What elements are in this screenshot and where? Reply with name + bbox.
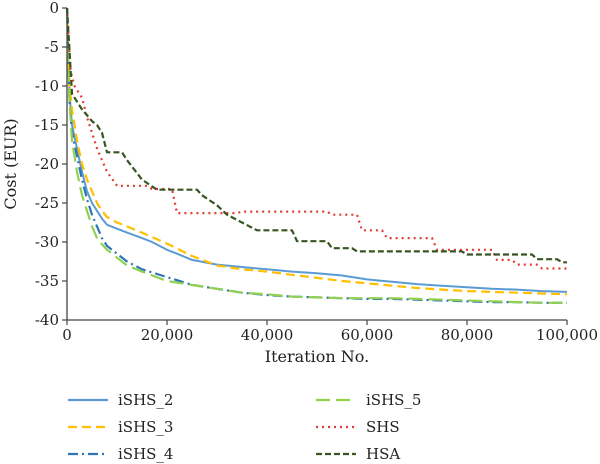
y-ticks: 0 -5 -10 -15 -20 -25 -30 -35 -40 xyxy=(35,0,67,329)
y-tick-label: -25 xyxy=(35,194,59,212)
x-tick-label: 60,000 xyxy=(341,326,394,344)
y-tick-label: -20 xyxy=(35,155,59,173)
legend-label-ishs-3: iSHS_3 xyxy=(118,418,173,436)
y-tick-label: -5 xyxy=(44,38,59,56)
x-tick-label: 100,000 xyxy=(536,326,598,344)
x-tick-label: 40,000 xyxy=(241,326,294,344)
plot-lines xyxy=(65,7,568,304)
y-tick-label: -40 xyxy=(35,311,59,329)
x-tick-label: 0 xyxy=(62,326,72,344)
series-line-hsa xyxy=(65,7,567,264)
legend-label-ishs-4: iSHS_4 xyxy=(118,445,173,463)
y-tick-label: 0 xyxy=(49,0,59,17)
y-tick-label: -15 xyxy=(35,116,59,134)
series-line-ishs-5 xyxy=(65,7,567,304)
x-ticks: 0 20,000 40,000 60,000 80,000 100,000 xyxy=(62,320,598,344)
x-axis-label: Iteration No. xyxy=(265,347,369,366)
series-line-ishs-4 xyxy=(65,7,567,304)
series-line-ishs-3 xyxy=(65,7,568,296)
series-line-ishs-2 xyxy=(66,7,568,293)
y-tick-label: -35 xyxy=(35,272,59,290)
legend-label-ishs-2: iSHS_2 xyxy=(118,391,173,409)
y-tick-label: -10 xyxy=(35,77,59,95)
legend-label-ishs-5: iSHS_5 xyxy=(366,391,421,409)
legend: iSHS_2 iSHS_3 iSHS_4 iSHS_5 SHS HSA xyxy=(68,391,421,463)
y-axis-label: Cost (EUR) xyxy=(1,118,20,209)
x-tick-label: 20,000 xyxy=(141,326,194,344)
legend-label-shs: SHS xyxy=(366,418,400,436)
legend-label-hsa: HSA xyxy=(366,445,400,463)
series-line-shs xyxy=(65,7,567,270)
x-tick-label: 80,000 xyxy=(441,326,494,344)
y-tick-label: -30 xyxy=(35,233,59,251)
